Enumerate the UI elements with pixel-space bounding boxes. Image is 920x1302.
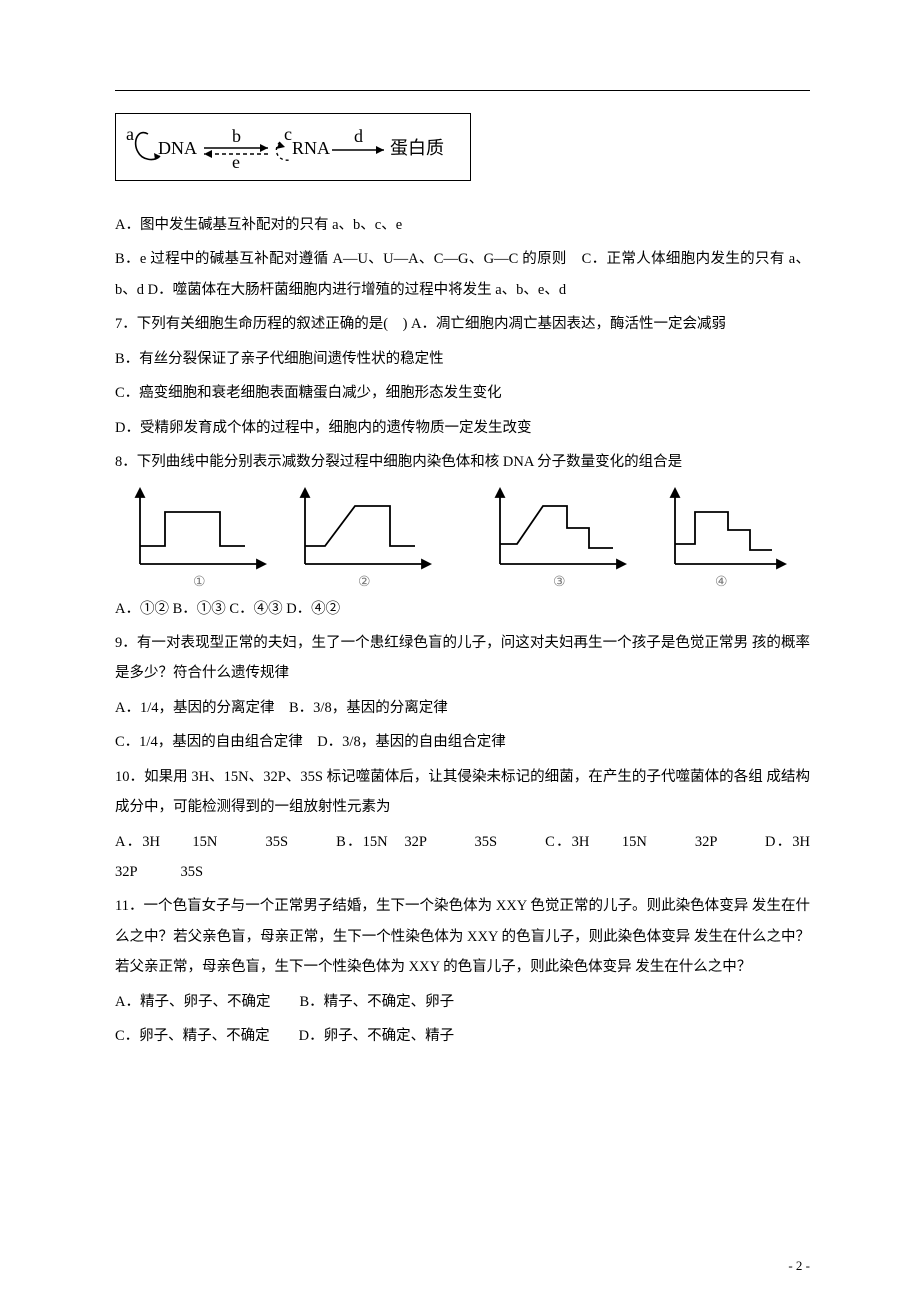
diagram-label-d: d bbox=[354, 126, 363, 146]
diagram-label-e: e bbox=[232, 152, 240, 172]
header-rule bbox=[115, 90, 810, 91]
q6-option-a: A．图中发生碱基互补配对的只有 a、b、c、e bbox=[115, 210, 810, 240]
q8-stem: 8．下列曲线中能分别表示减数分裂过程中细胞内染色体和核 DNA 分子数量变化的组… bbox=[115, 447, 810, 477]
q11-options-ab: A．精子、卵子、不确定 B．精子、不确定、卵子 bbox=[115, 987, 810, 1017]
dna-rna-protein-diagram: a DNA b e c RNA d bbox=[124, 120, 454, 174]
q10-options: A．3H 15N 35S B．15N 32P 35S C．3H 15N 32P … bbox=[115, 827, 810, 888]
q7-stem: 7．下列有关细胞生命历程的叙述正确的是( ) A．凋亡细胞内凋亡基因表达，酶活性… bbox=[115, 309, 810, 339]
diagram-label-a: a bbox=[126, 124, 134, 144]
q7-option-c: C．癌变细胞和衰老细胞表面糖蛋白减少，细胞形态发生变化 bbox=[115, 378, 810, 408]
q8-options: A．①② B．①③ C．④③ D．④② bbox=[115, 594, 810, 624]
q11-options-cd: C．卵子、精子、不确定 D．卵子、不确定、精子 bbox=[115, 1021, 810, 1051]
diagram-node-protein: 蛋白质 bbox=[390, 138, 444, 158]
curve-label-3: ③ bbox=[553, 575, 566, 590]
q6-option-bcd: B．e 过程中的碱基互补配对遵循 A—U、U—A、C—G、G—C 的原则 C．正… bbox=[115, 244, 810, 305]
page-number: - 2 - bbox=[788, 1258, 810, 1274]
q11-stem: 11．一个色盲女子与一个正常男子结婚，生下一个染色体为 XXY 色觉正常的儿子。… bbox=[115, 891, 810, 982]
diagram-node-dna: DNA bbox=[158, 138, 197, 158]
q8-curves-figure: ① ② ③ ④ bbox=[115, 484, 795, 594]
curve-label-2: ② bbox=[358, 575, 371, 590]
q9-stem: 9．有一对表现型正常的夫妇，生了一个患红绿色盲的儿子，问这对夫妇再生一个孩子是色… bbox=[115, 628, 810, 689]
q9-options-cd: C．1/4，基因的自由组合定律 D．3/8，基因的自由组合定律 bbox=[115, 727, 810, 757]
q7-option-d: D．受精卵发育成个体的过程中，细胞内的遗传物质一定发生改变 bbox=[115, 413, 810, 443]
dna-rna-diagram-box: a DNA b e c RNA d bbox=[115, 113, 471, 181]
curve-label-4: ④ bbox=[715, 575, 728, 590]
q10-stem: 10．如果用 3H、15N、32P、35S 标记噬菌体后，让其侵染未标记的细菌，… bbox=[115, 762, 810, 823]
diagram-node-rna: RNA bbox=[292, 138, 330, 158]
q7-option-b: B．有丝分裂保证了亲子代细胞间遗传性状的稳定性 bbox=[115, 344, 810, 374]
curve-label-1: ① bbox=[193, 575, 206, 590]
q9-options-ab: A．1/4，基因的分离定律 B．3/8，基因的分离定律 bbox=[115, 693, 810, 723]
diagram-label-b: b bbox=[232, 126, 241, 146]
diagram-label-c: c bbox=[284, 124, 292, 144]
page-container: a DNA b e c RNA d bbox=[0, 0, 920, 1302]
